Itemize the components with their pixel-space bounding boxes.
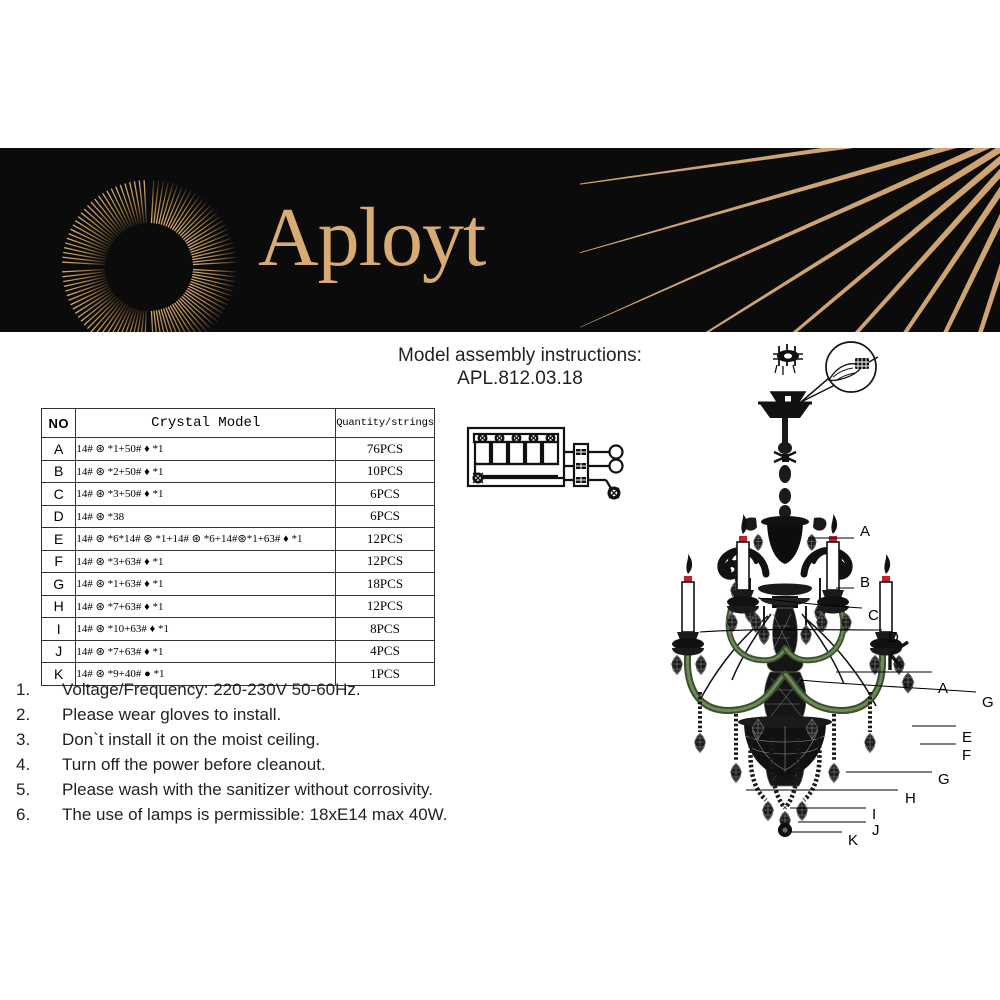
- row-model-J: 14# ⊛ *7+63# ♦ *1: [75, 639, 336, 663]
- callout-label-h: H: [905, 790, 916, 807]
- table-row: D 14# ⊛ *38 6PCS: [40, 504, 435, 528]
- page-title-line-1: Model assembly instructions:: [398, 345, 642, 366]
- row-model-I: 14# ⊛ *10+63# ♦ *1: [75, 617, 336, 641]
- row-no-D: D: [40, 504, 77, 528]
- callout-label-b: B: [860, 574, 871, 591]
- table-row: J 14# ⊛ *7+63# ♦ *1 4PCS: [40, 639, 435, 663]
- row-qty-E: 12PCS: [335, 527, 435, 551]
- row-model-G: 14# ⊛ *1+63# ♦ *1: [75, 572, 336, 596]
- callout-label-c: C: [868, 607, 879, 624]
- callout-label-k: K: [848, 832, 859, 849]
- sunburst-icon: [62, 180, 236, 332]
- callout-label-j: J: [872, 822, 880, 839]
- table-row: B 14# ⊛ *2+50# ♦ *1 10PCS: [40, 459, 435, 483]
- row-qty-B: 10PCS: [335, 459, 435, 483]
- terminal-block-wiring-icon: [462, 422, 642, 512]
- table-row: F 14# ⊛ *3+63# ♦ *1 12PCS: [40, 549, 435, 573]
- row-no-G: G: [40, 572, 77, 596]
- instruction-text: Voltage/Frequency: 220-230V 50-60Hz.: [62, 680, 361, 699]
- row-qty-D: 6PCS: [335, 504, 435, 528]
- row-model-H: 14# ⊛ *7+63# ♦ *1: [75, 594, 336, 618]
- chandelier-illustration: [640, 392, 1000, 862]
- row-no-H: H: [40, 594, 77, 618]
- row-no-K: K: [40, 662, 77, 686]
- callout-label-a: A: [938, 680, 949, 697]
- row-qty-G: 18PCS: [335, 572, 435, 596]
- row-no-C: C: [40, 482, 77, 506]
- row-qty-K: 1PCS: [335, 662, 435, 686]
- instruction-number: 2.: [16, 705, 31, 724]
- instruction-text: The use of lamps is permissible: 18xE14 …: [62, 805, 448, 824]
- instruction-number: 6.: [16, 805, 31, 824]
- row-qty-F: 12PCS: [335, 549, 435, 573]
- row-qty-A: 76PCS: [335, 437, 435, 461]
- page-title-line-2: APL.812.03.18: [457, 368, 583, 389]
- row-qty-J: 4PCS: [335, 639, 435, 663]
- instruction-item: 5. Please wash with the sanitizer without…: [16, 780, 616, 805]
- callout-label-a: A: [860, 523, 871, 540]
- row-model-E: 14# ⊛ *6*14# ⊛ *1+14# ⊛ *6+14#⊛*1+63# ♦ …: [75, 527, 336, 551]
- row-no-A: A: [40, 437, 77, 461]
- instruction-text: Please wear gloves to install.: [62, 705, 282, 724]
- row-model-K: 14# ⊛ *9+40# ● *1: [75, 662, 336, 686]
- callout-label-g: G: [982, 694, 994, 711]
- instruction-text: Don`t install it on the moist ceiling.: [62, 730, 320, 749]
- table-row: G 14# ⊛ *1+63# ♦ *1 18PCS: [40, 572, 435, 596]
- instruction-text: Turn off the power before cleanout.: [62, 755, 326, 774]
- instruction-item: 2. Please wear gloves to install.: [16, 705, 616, 730]
- brand-header-band: [0, 148, 1000, 332]
- instruction-item: 1. Voltage/Frequency: 220-230V 50-60Hz.: [16, 680, 616, 705]
- row-no-E: E: [40, 527, 77, 551]
- table-row: A 14# ⊛ *1+50# ♦ *1 76PCS: [40, 437, 435, 461]
- row-no-F: F: [40, 549, 77, 573]
- table-row: H 14# ⊛ *7+63# ♦ *1 12PCS: [40, 594, 435, 618]
- row-no-I: I: [40, 617, 77, 641]
- row-model-C: 14# ⊛ *3+50# ♦ *1: [75, 482, 336, 506]
- table-row: C 14# ⊛ *3+50# ♦ *1 6PCS: [40, 482, 435, 506]
- table-header-row: NO Crystal Model Quantity/strings: [40, 408, 435, 438]
- instruction-number: 4.: [16, 755, 31, 774]
- instruction-item: 6. The use of lamps is permissible: 18xE1…: [16, 805, 616, 830]
- header-no: NO: [40, 408, 77, 438]
- row-qty-C: 6PCS: [335, 482, 435, 506]
- header-qty: Quantity/strings: [335, 408, 435, 438]
- instruction-number: 5.: [16, 780, 31, 799]
- row-model-D: 14# ⊛ *38: [75, 504, 336, 528]
- instruction-list: 1. Voltage/Frequency: 220-230V 50-60Hz. 2.…: [16, 680, 616, 830]
- instruction-item: 3. Don`t install it on the moist ceiling.: [16, 730, 616, 755]
- row-no-B: B: [40, 459, 77, 483]
- callout-label-i: I: [872, 806, 877, 823]
- instruction-number: 3.: [16, 730, 31, 749]
- row-qty-H: 12PCS: [335, 594, 435, 618]
- header-model: Crystal Model: [75, 408, 336, 438]
- callout-label-g: G: [938, 771, 950, 788]
- row-model-B: 14# ⊛ *2+50# ♦ *1: [75, 459, 336, 483]
- crystal-parts-table: NO Crystal Model Quantity/strings A 14# ⊛…: [40, 408, 435, 686]
- brand-wordmark: Aployt: [258, 191, 486, 284]
- page-title: Model assembly instructions: APL.812.03.…: [355, 344, 685, 390]
- row-model-A: 14# ⊛ *1+50# ♦ *1: [75, 437, 336, 461]
- table-row: K 14# ⊛ *9+40# ● *1 1PCS: [40, 662, 435, 686]
- callout-label-d: D: [888, 629, 899, 646]
- table-row: E 14# ⊛ *6*14# ⊛ *1+14# ⊛ *6+14#⊛*1+63# …: [40, 527, 435, 551]
- callout-label-f: F: [962, 747, 972, 764]
- row-qty-I: 8PCS: [335, 617, 435, 641]
- instruction-text: Please wash with the sanitizer without c…: [62, 780, 434, 799]
- instruction-number: 1.: [16, 680, 31, 699]
- table-row: I 14# ⊛ *10+63# ♦ *1 8PCS: [40, 617, 435, 641]
- row-no-J: J: [40, 639, 77, 663]
- instruction-item: 4. Turn off the power before cleanout.: [16, 755, 616, 780]
- row-model-F: 14# ⊛ *3+63# ♦ *1: [75, 549, 336, 573]
- callout-label-e: E: [962, 729, 973, 746]
- sunburst-rays-icon: [535, 148, 1000, 332]
